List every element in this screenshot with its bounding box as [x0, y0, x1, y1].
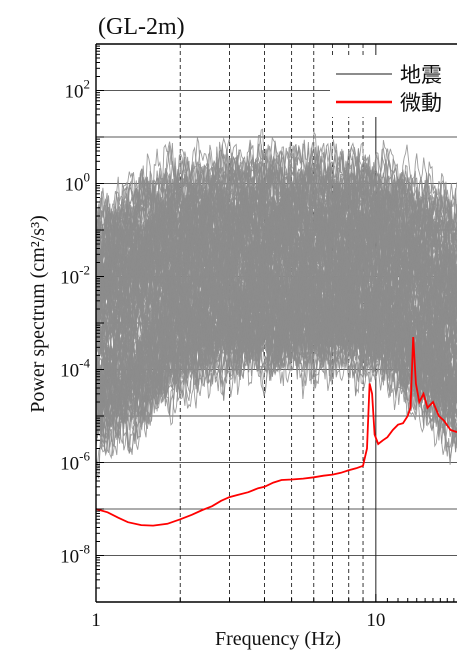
earthquake-spectrum-line — [95, 288, 457, 428]
y-tick-label: 102 — [65, 77, 91, 103]
earthquake-spectrum-line — [95, 218, 457, 343]
legend-label-earthquake: 地震 — [400, 63, 442, 87]
y-tick-label: 10-2 — [60, 263, 90, 289]
vertical-dashed-gridlines — [179, 44, 377, 602]
x-tick-label: 1 — [91, 610, 101, 631]
legend-label-microtremor: 微動 — [400, 91, 442, 115]
y-tick-labels: 102 100 10-2 10-4 10-6 10-8 — [60, 77, 90, 568]
chart-title: (GL-2m) — [98, 14, 185, 40]
earthquake-spectrum-line — [95, 193, 457, 310]
x-axis-label: Frequency (Hz) — [215, 628, 341, 650]
y-tick-label: 10-8 — [60, 542, 90, 568]
legend: 地震 微動 — [330, 55, 457, 117]
earthquake-series-group — [95, 128, 457, 482]
tick-marks — [95, 45, 455, 603]
microtremor-series-group — [95, 336, 457, 527]
microtremor-spectrum-line — [95, 336, 457, 527]
y-axis-label: Power spectrum (cm²/s³) — [27, 215, 49, 413]
y-tick-label: 100 — [65, 170, 91, 196]
earthquake-spectrum-line — [95, 228, 457, 357]
y-tick-label: 10-4 — [60, 356, 90, 382]
x-tick-labels: 1 10 — [91, 610, 385, 631]
legend-background — [330, 55, 457, 117]
earthquake-spectrum-line — [95, 197, 457, 317]
earthquake-spectrum-line — [95, 130, 457, 251]
earthquake-spectrum-line — [95, 139, 457, 264]
earthquake-spectrum-line — [95, 272, 457, 407]
earthquake-spectrum-line — [95, 256, 457, 372]
y-tick-label: 10-6 — [60, 449, 90, 475]
earthquake-spectrum-line — [95, 220, 457, 337]
x-tick-label: 10 — [366, 610, 385, 631]
